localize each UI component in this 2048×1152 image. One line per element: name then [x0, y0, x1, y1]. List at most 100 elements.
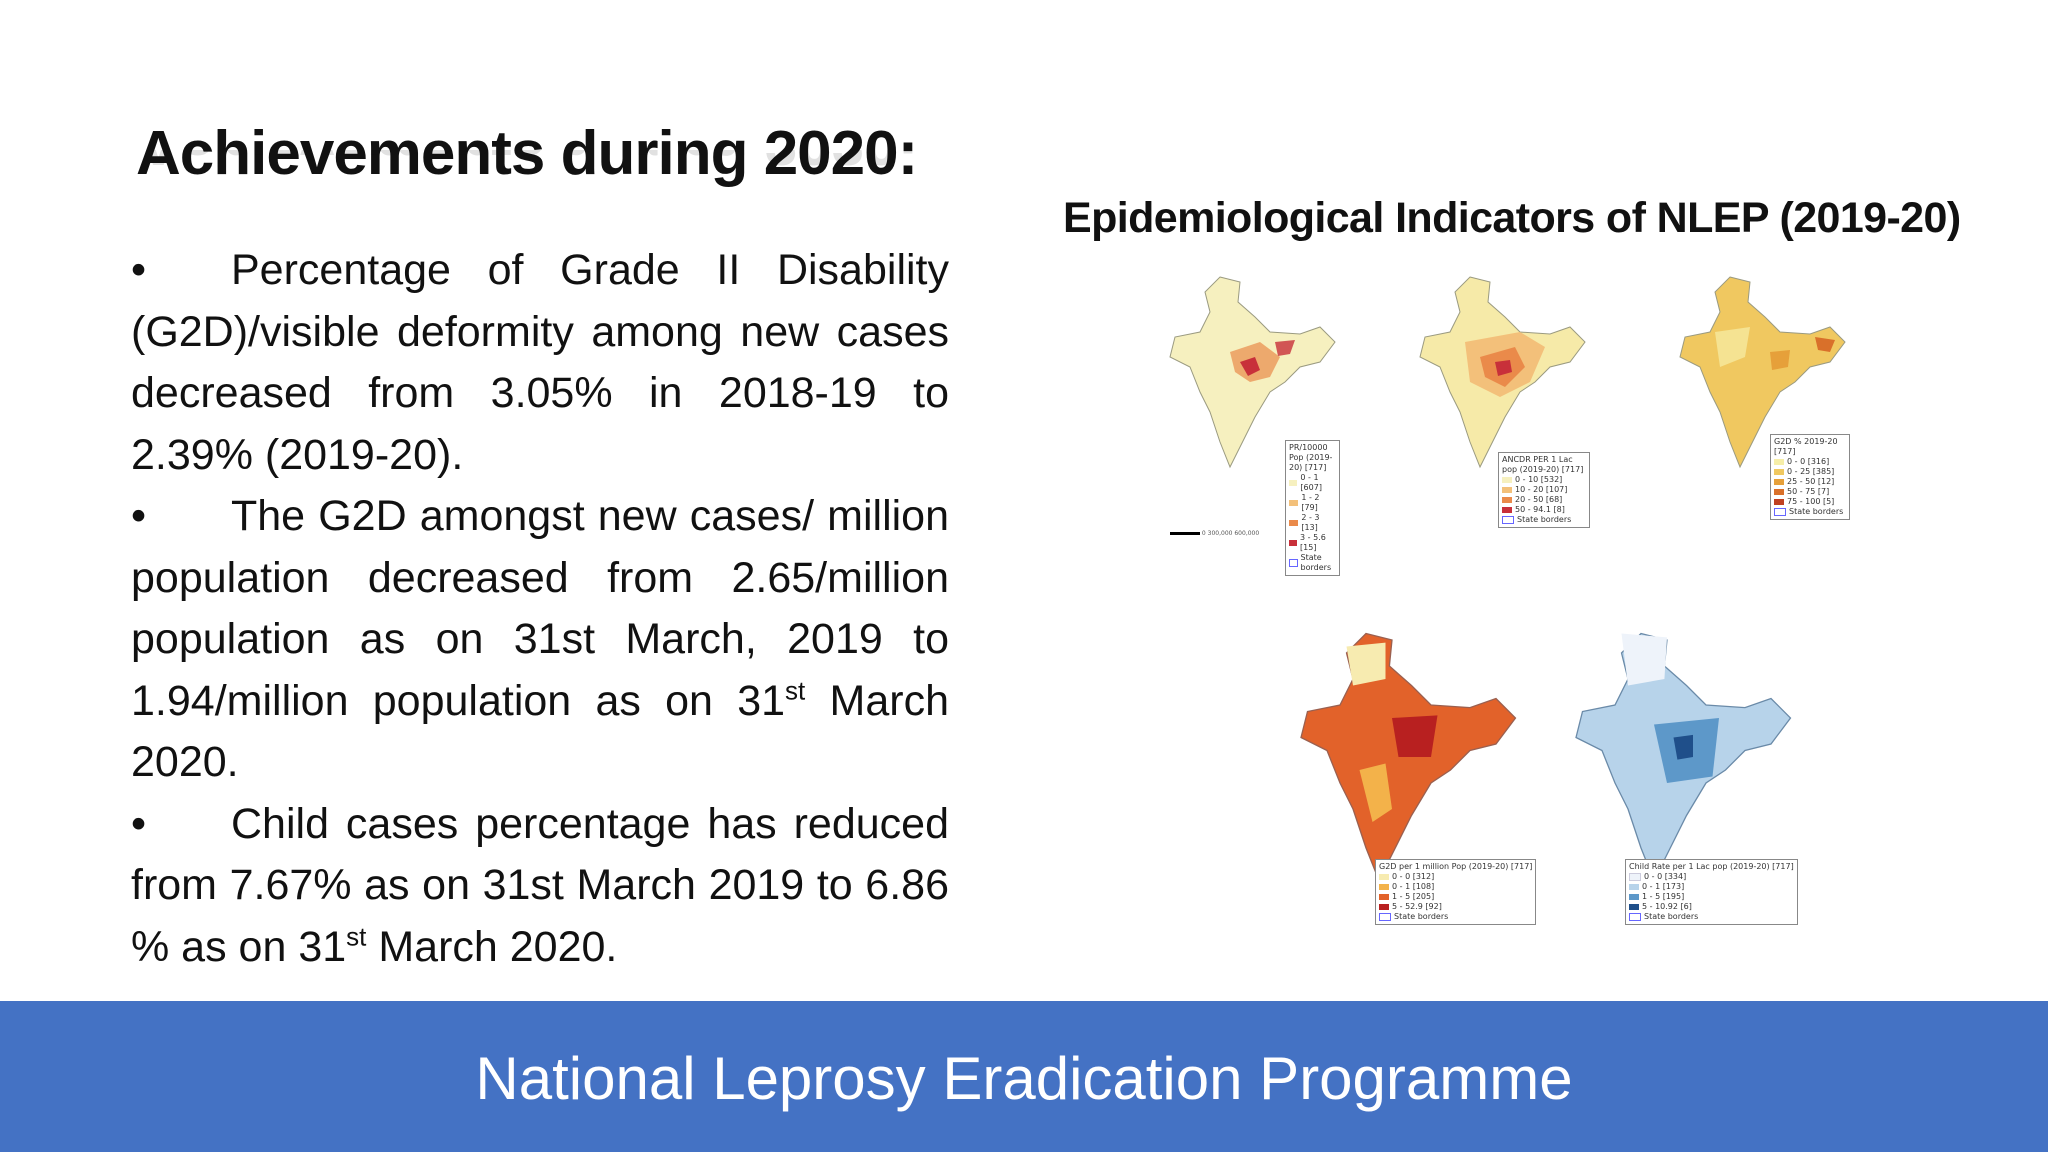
legend-label: 0 - 25 [385]: [1787, 467, 1835, 476]
legend-swatch: [1289, 480, 1298, 486]
scale-label: 0 300,000 600,000: [1201, 530, 1260, 537]
legend-label: 20 - 50 [68]: [1515, 495, 1563, 504]
slide-title: Achievements during 2020:: [136, 119, 918, 188]
legend-swatch: [1774, 479, 1784, 485]
legend-swatch: [1774, 469, 1784, 475]
legend-row: 10 - 20 [107]: [1502, 485, 1586, 495]
legend-row: 1 - 5 [195]: [1629, 892, 1794, 902]
map-legend: Child Rate per 1 Lac pop (2019-20) [717]…: [1625, 859, 1798, 925]
legend-label: 3 - 5.6 [15]: [1300, 533, 1326, 552]
legend-label: 50 - 94.1 [8]: [1515, 505, 1565, 514]
map-ancdr: ANCDR PER 1 Lac pop (2019-20) [717] 0 - …: [1410, 272, 1590, 528]
india-map-image: [1419, 276, 1586, 469]
legend-swatch: [1379, 874, 1389, 880]
legend-row: State borders: [1289, 553, 1336, 573]
legend-swatch: [1379, 904, 1389, 910]
legend-swatch: [1629, 913, 1641, 921]
legend-label: 0 - 0 [316]: [1787, 457, 1830, 466]
superscript: st: [346, 921, 367, 952]
legend-label: 0 - 1 [607]: [1300, 473, 1322, 492]
bullet-text-end: March 2020.: [366, 922, 618, 971]
legend-label: 2 - 3 [13]: [1301, 513, 1320, 532]
map-legend: PR/10000 Pop (2019-20) [717] 0 - 1 [607]…: [1285, 440, 1340, 576]
legend-row: State borders: [1502, 515, 1586, 525]
bullet-text: Percentage of Grade II Disability (G2D)/…: [131, 246, 949, 479]
legend-row: 0 - 0 [316]: [1774, 457, 1846, 467]
legend-row: 20 - 50 [68]: [1502, 495, 1586, 505]
map-prevalence-rate: PR/10000 Pop (2019-20) [717] 0 - 1 [607]…: [1160, 272, 1340, 576]
footer-title: National Leprosy Eradication Programme: [475, 1045, 1573, 1112]
bullet-symbol: •: [131, 799, 147, 848]
legend-row: 0 - 25 [385]: [1774, 467, 1846, 477]
legend-label: 75 - 100 [5]: [1787, 497, 1835, 506]
legend-label: 5 - 52.9 [92]: [1392, 902, 1442, 911]
legend-swatch: [1289, 520, 1299, 526]
legend-title: G2D % 2019-20 [717]: [1774, 437, 1838, 456]
bullet-item-g2d-percentage: • Percentage of Grade II Disability (G2D)…: [131, 240, 949, 486]
map-legend: G2D per 1 million Pop (2019-20) [717] 0 …: [1375, 859, 1537, 925]
legend-swatch: [1502, 507, 1512, 513]
india-maps-figure: PR/10000 Pop (2019-20) [717] 0 - 1 [607]…: [1140, 262, 1865, 982]
legend-swatch: [1629, 884, 1639, 890]
legend-swatch: [1502, 497, 1512, 503]
legend-label: State borders: [1517, 515, 1572, 524]
legend-label: State borders: [1394, 912, 1449, 921]
legend-swatch: [1774, 508, 1786, 516]
bullet-text: The G2D amongst new cases/ million popul…: [131, 492, 949, 725]
legend-row: 1 - 2 [79]: [1289, 493, 1336, 513]
bullet-item-child-cases: • Child cases percentage has reduced from…: [131, 794, 949, 979]
legend-title: G2D per 1 million Pop (2019-20) [717]: [1379, 862, 1533, 871]
legend-row: 0 - 1 [607]: [1289, 473, 1336, 493]
legend-swatch: [1629, 873, 1641, 881]
legend-label: 1 - 2 [79]: [1301, 493, 1320, 512]
legend-swatch: [1379, 894, 1389, 900]
slide-title-reflection: Achievements during 2020:: [136, 150, 917, 178]
legend-label: 25 - 50 [12]: [1787, 477, 1835, 486]
legend-row: 1 - 5 [205]: [1379, 892, 1532, 902]
legend-label: 0 - 0 [334]: [1644, 872, 1687, 881]
legend-row: 5 - 52.9 [92]: [1379, 902, 1532, 912]
footer-banner: [0, 1001, 2048, 1152]
legend-swatch: [1774, 499, 1784, 505]
figure-title: Epidemiological Indicators of NLEP (2019…: [1063, 194, 1961, 242]
legend-swatch: [1289, 559, 1298, 567]
legend-label: 5 - 10.92 [6]: [1642, 902, 1692, 911]
bullet-text-end: March 2020.: [131, 676, 949, 787]
legend-label: 0 - 10 [532]: [1515, 475, 1563, 484]
legend-swatch: [1379, 884, 1389, 890]
india-map-image: [1300, 632, 1517, 883]
legend-swatch: [1502, 487, 1512, 493]
legend-swatch: [1629, 904, 1639, 910]
legend-row: State borders: [1379, 912, 1532, 922]
legend-title: PR/10000 Pop (2019-20) [717]: [1289, 443, 1333, 472]
legend-label: 1 - 5 [205]: [1392, 892, 1435, 901]
legend-row: State borders: [1774, 507, 1846, 517]
legend-title: Child Rate per 1 Lac pop (2019-20) [717]: [1629, 862, 1794, 871]
legend-label: State borders: [1789, 507, 1844, 516]
legend-row: 0 - 1 [108]: [1379, 882, 1532, 892]
achievements-list: • Percentage of Grade II Disability (G2D)…: [131, 240, 949, 978]
india-map-image: [1169, 276, 1336, 469]
legend-label: 0 - 0 [312]: [1392, 872, 1435, 881]
map-scale-bar: 0 300,000 600,000: [1170, 530, 1259, 537]
legend-row: 3 - 5.6 [15]: [1289, 533, 1336, 553]
map-legend: ANCDR PER 1 Lac pop (2019-20) [717] 0 - …: [1498, 452, 1590, 528]
legend-label: 10 - 20 [107]: [1515, 485, 1568, 494]
legend-swatch: [1774, 489, 1784, 495]
legend-row: 25 - 50 [12]: [1774, 477, 1846, 487]
map-child-rate: Child Rate per 1 Lac pop (2019-20) [717]…: [1545, 627, 1815, 925]
legend-label: 1 - 5 [195]: [1642, 892, 1685, 901]
legend-swatch: [1379, 913, 1391, 921]
legend-label: 0 - 1 [108]: [1392, 882, 1435, 891]
legend-row: 5 - 10.92 [6]: [1629, 902, 1794, 912]
legend-title: ANCDR PER 1 Lac pop (2019-20) [717]: [1502, 455, 1584, 474]
legend-swatch: [1289, 500, 1299, 506]
legend-row: 75 - 100 [5]: [1774, 497, 1846, 507]
bullet-item-g2d-per-million: • The G2D amongst new cases/ million popu…: [131, 486, 949, 794]
legend-row: 50 - 75 [7]: [1774, 487, 1846, 497]
legend-label: 0 - 1 [173]: [1642, 882, 1685, 891]
legend-label: 50 - 75 [7]: [1787, 487, 1830, 496]
legend-swatch: [1774, 459, 1784, 465]
map-legend: G2D % 2019-20 [717] 0 - 0 [316] 0 - 25 […: [1770, 434, 1850, 520]
legend-label: State borders: [1300, 553, 1332, 572]
